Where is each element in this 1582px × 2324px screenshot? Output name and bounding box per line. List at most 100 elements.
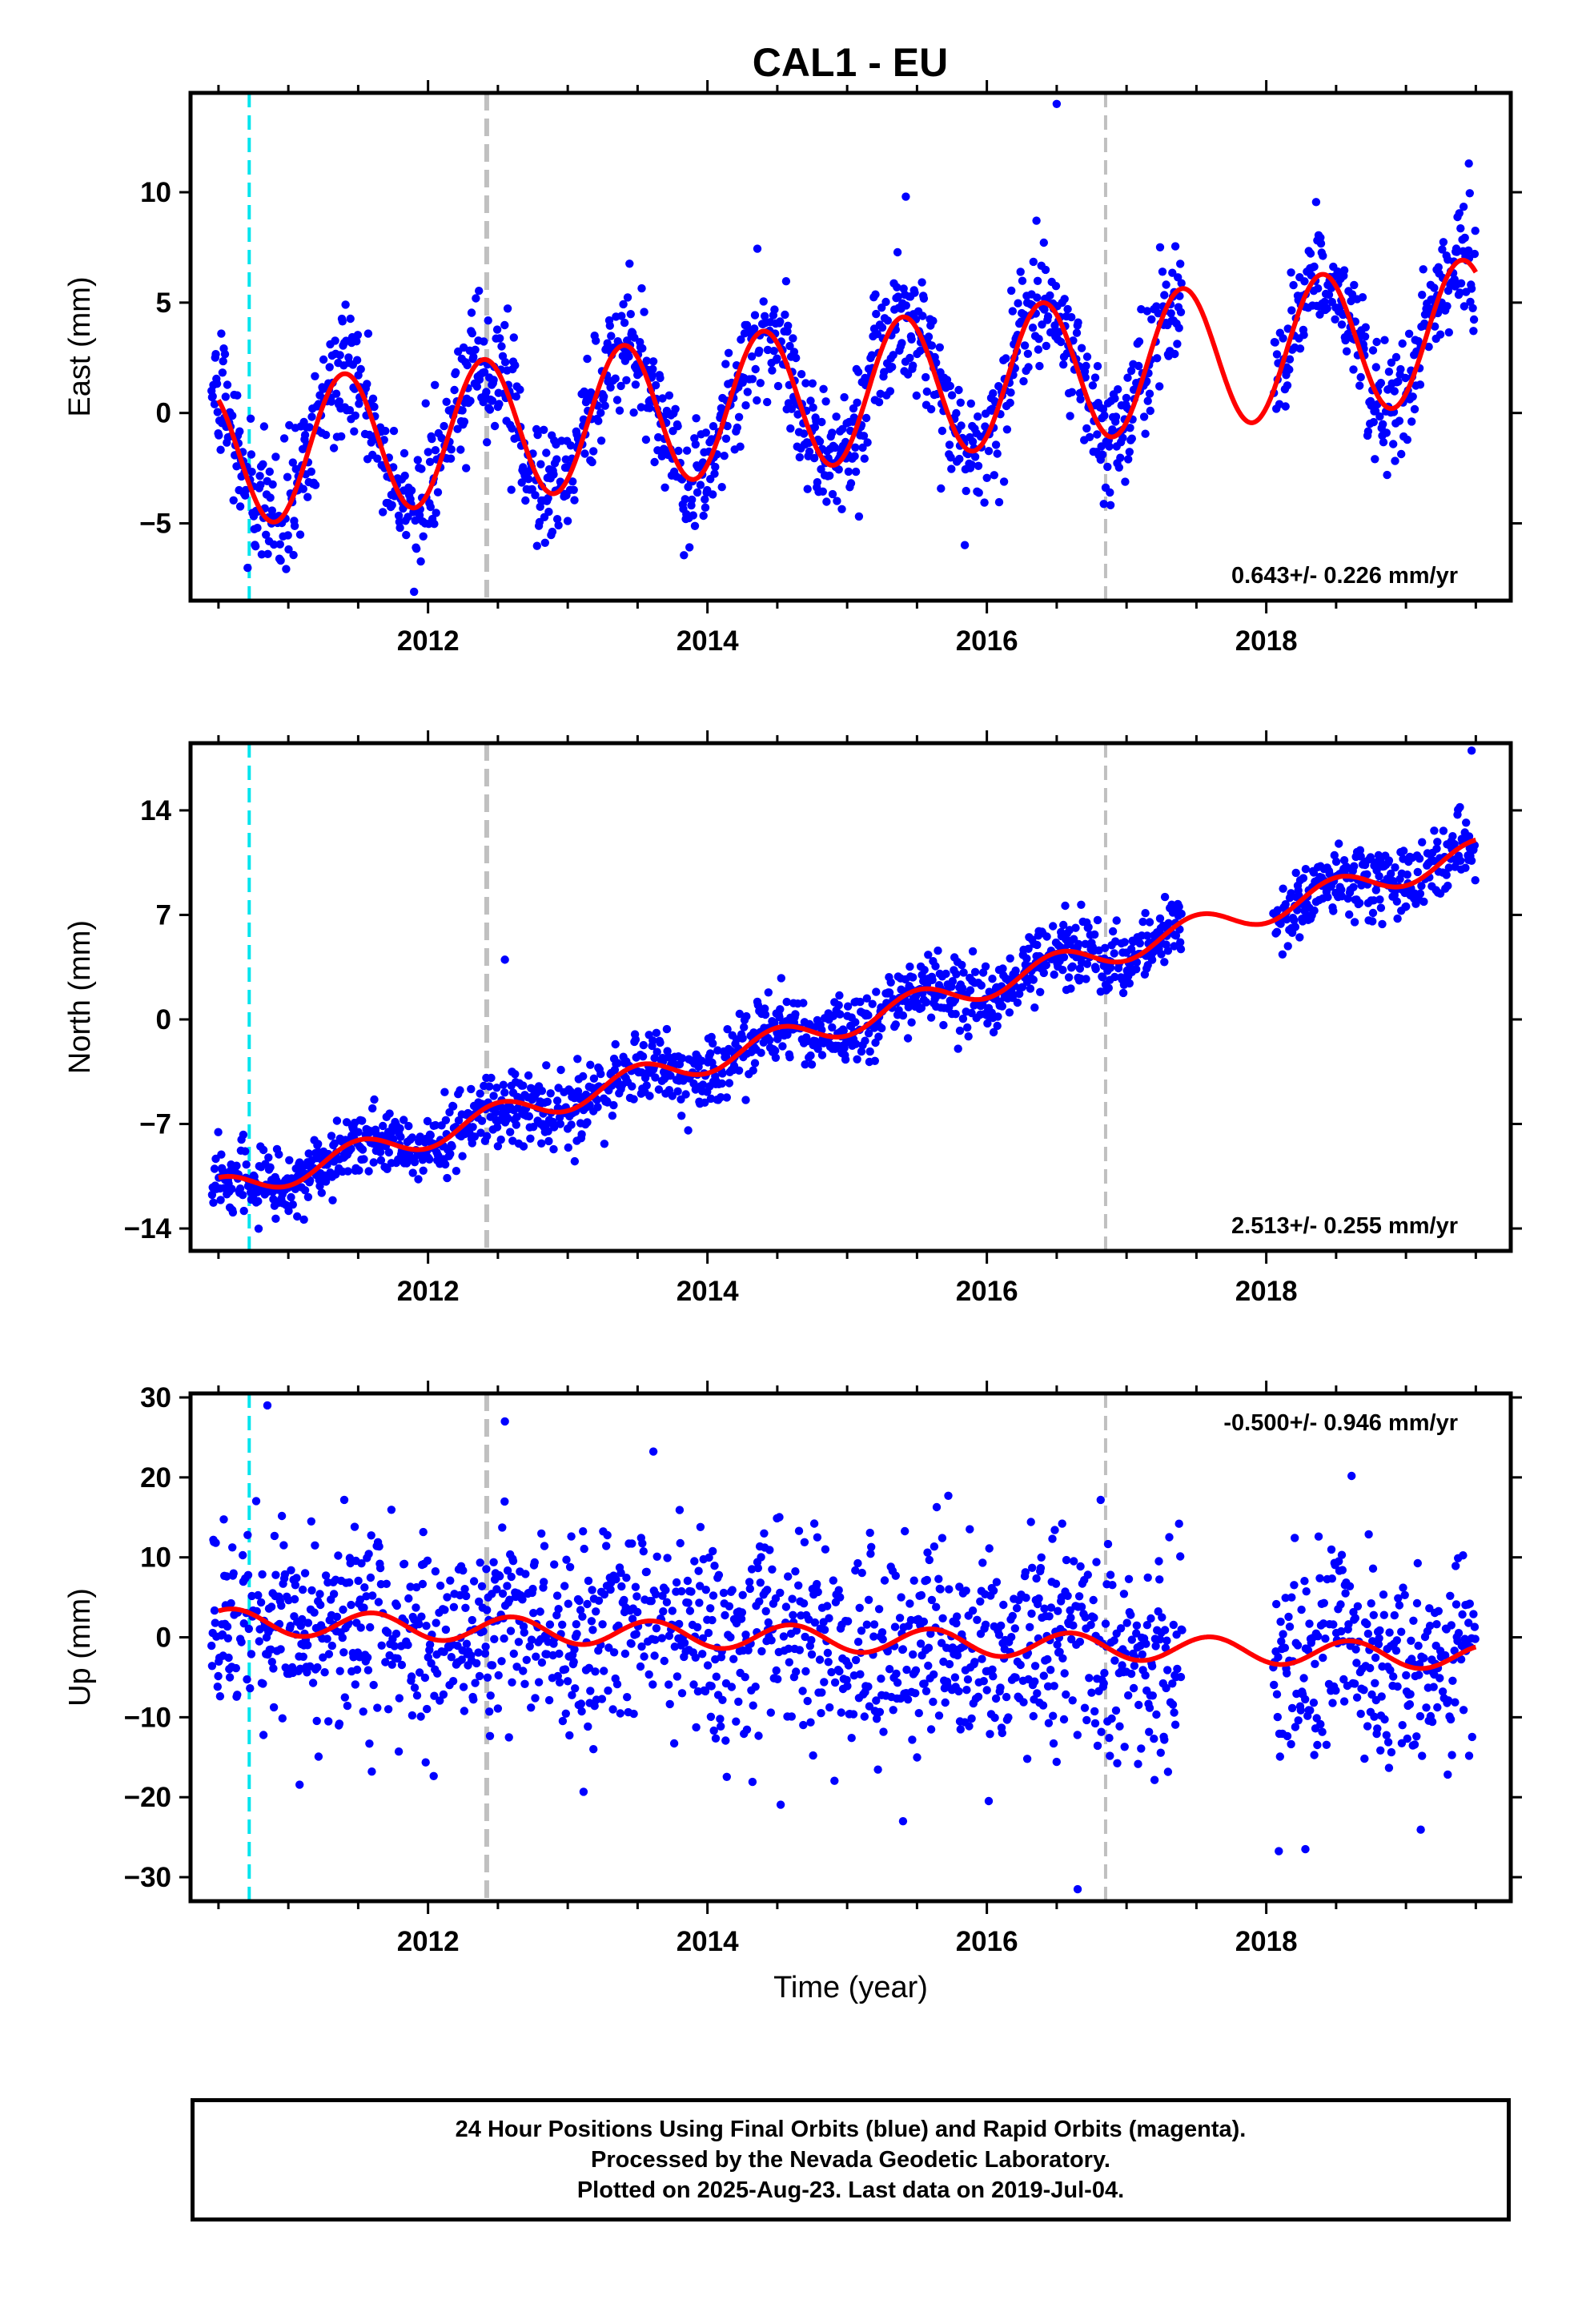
data-point <box>1432 844 1441 854</box>
data-point <box>945 440 954 449</box>
data-point <box>1272 927 1282 937</box>
data-point <box>912 391 921 400</box>
data-point <box>1413 867 1423 877</box>
data-point <box>303 493 312 501</box>
data-point <box>1405 1700 1415 1709</box>
data-point <box>1391 456 1399 465</box>
data-point <box>757 1647 766 1656</box>
data-point <box>256 1598 266 1607</box>
data-point <box>304 1149 313 1158</box>
data-point <box>373 454 382 463</box>
y-tick-label: −20 <box>124 1782 171 1813</box>
data-point <box>243 1570 253 1580</box>
data-point <box>1174 903 1183 911</box>
data-point <box>721 1610 729 1620</box>
data-point <box>665 391 674 400</box>
data-point <box>243 563 252 573</box>
data-point <box>890 1622 900 1631</box>
data-point <box>1134 1759 1142 1768</box>
data-point <box>315 1590 324 1598</box>
data-point <box>1036 987 1045 997</box>
data-point <box>1291 868 1300 878</box>
velocity-annotation: 0.643+/- 0.226 mm/yr <box>1231 563 1458 589</box>
data-point <box>500 320 509 330</box>
data-point <box>1063 1591 1072 1601</box>
data-point <box>964 1032 973 1041</box>
data-point <box>1363 1619 1371 1629</box>
data-point <box>415 1668 424 1677</box>
data-point <box>1443 881 1452 891</box>
data-point <box>1124 455 1133 464</box>
data-point <box>645 1092 654 1100</box>
data-point <box>924 332 934 341</box>
data-point <box>1311 1659 1319 1668</box>
data-point <box>553 1671 562 1681</box>
data-point <box>1439 826 1448 835</box>
data-point <box>1132 965 1141 974</box>
data-point <box>390 1642 399 1651</box>
data-point <box>864 1595 873 1605</box>
data-point <box>1134 337 1144 346</box>
data-point <box>481 1642 490 1651</box>
data-point <box>897 1593 905 1602</box>
data-point <box>740 1023 749 1031</box>
data-point <box>888 363 897 372</box>
data-point <box>546 1089 555 1098</box>
data-point <box>443 1593 452 1602</box>
data-point <box>1150 1735 1158 1743</box>
data-point <box>1108 927 1118 936</box>
data-point <box>1339 856 1349 865</box>
x-tick-label: 2016 <box>956 1276 1018 1307</box>
data-point <box>606 1585 615 1594</box>
data-point <box>1387 869 1395 879</box>
data-point <box>282 565 291 573</box>
data-point <box>717 1079 726 1088</box>
data-point <box>408 1168 417 1177</box>
data-point <box>801 1667 810 1676</box>
data-point <box>1147 1662 1157 1671</box>
data-point <box>660 1656 669 1666</box>
data-point <box>579 1787 588 1796</box>
data-point-outlier <box>500 1417 509 1426</box>
data-point <box>734 1066 744 1076</box>
data-point <box>233 1691 242 1699</box>
data-point-outlier <box>1052 99 1062 108</box>
data-point <box>292 1574 301 1582</box>
data-point <box>806 1051 815 1060</box>
data-point <box>469 352 478 361</box>
data-point <box>777 974 785 983</box>
data-point <box>1356 372 1365 382</box>
data-point <box>1157 950 1166 959</box>
data-point <box>756 379 765 388</box>
data-point <box>1002 1692 1011 1702</box>
y-tick-label: 7 <box>156 899 171 931</box>
data-point <box>663 1554 672 1562</box>
data-point <box>722 1772 731 1781</box>
data-point <box>1016 1660 1025 1670</box>
data-point <box>532 541 541 550</box>
data-point <box>483 438 492 447</box>
data-point <box>345 406 355 415</box>
data-point <box>768 366 777 375</box>
data-point <box>307 1517 315 1526</box>
data-point <box>360 1583 369 1592</box>
data-point <box>623 1693 632 1702</box>
data-point <box>489 376 498 384</box>
data-point <box>506 1128 515 1136</box>
data-point <box>1297 1605 1306 1614</box>
data-point <box>609 1648 619 1657</box>
data-point <box>220 350 230 359</box>
data-point <box>1331 315 1339 324</box>
x-tick-label: 2018 <box>1235 625 1298 657</box>
data-point <box>259 1679 267 1688</box>
plot-frame <box>188 741 1513 1253</box>
data-point <box>570 496 579 505</box>
data-point <box>303 1618 313 1627</box>
data-point <box>656 1038 665 1047</box>
data-point <box>321 1177 331 1186</box>
data-point <box>1048 1534 1057 1543</box>
data-point <box>291 1581 300 1590</box>
data-point <box>1277 1637 1286 1646</box>
data-point <box>536 1607 544 1616</box>
data-point <box>974 412 982 421</box>
